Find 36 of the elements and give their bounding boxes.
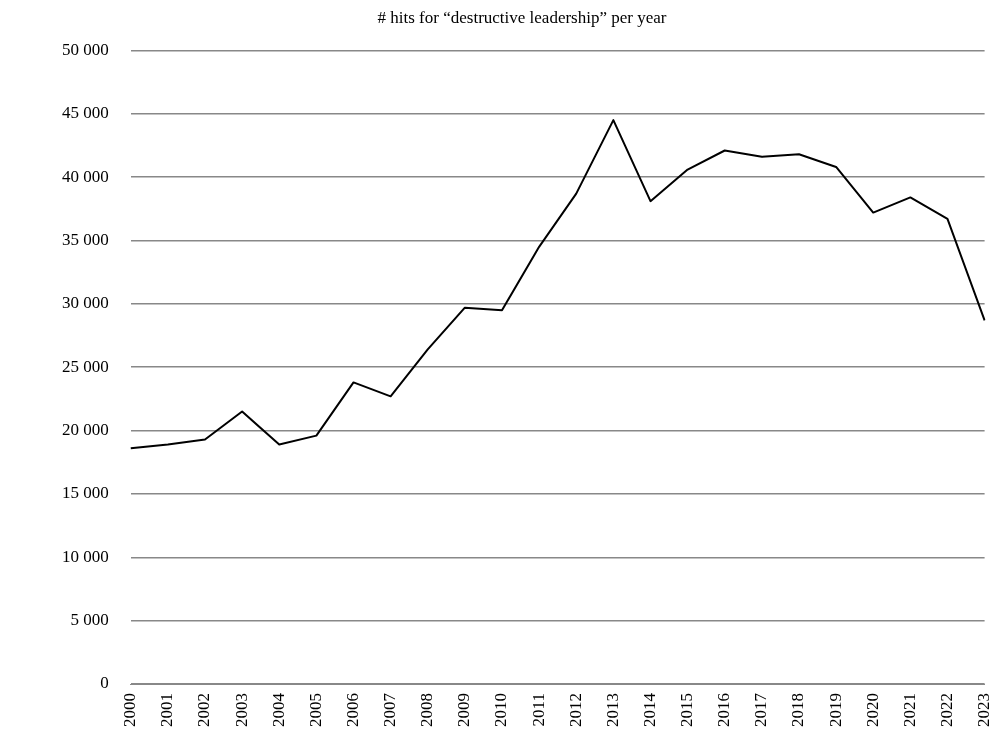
x-tick-label: 2017 xyxy=(751,692,771,727)
y-tick-label: 25 000 xyxy=(62,356,109,376)
x-tick-label: 2019 xyxy=(825,693,845,727)
y-tick-label: 35 000 xyxy=(62,229,109,249)
x-tick-label: 2015 xyxy=(677,693,697,727)
y-tick-label: 0 xyxy=(100,673,109,693)
y-tick-label: 10 000 xyxy=(62,546,109,566)
x-tick-label: 2002 xyxy=(194,693,214,727)
chart-title: # hits for “destructive leadership” per year xyxy=(377,7,667,27)
x-tick-label: 2001 xyxy=(157,693,177,727)
y-tick-label: 50 000 xyxy=(62,39,109,59)
x-tick-label: 2016 xyxy=(714,693,734,727)
y-tick-label: 30 000 xyxy=(62,293,109,313)
x-tick-label: 2014 xyxy=(639,692,659,727)
x-tick-label: 2022 xyxy=(936,693,956,727)
x-tick-label: 2021 xyxy=(899,693,919,727)
x-tick-label: 2012 xyxy=(565,693,585,727)
x-tick-label: 2023 xyxy=(974,693,994,727)
x-tick-label: 2020 xyxy=(862,693,882,727)
x-tick-label: 2013 xyxy=(602,693,622,727)
x-tick-label: 2007 xyxy=(380,692,400,727)
x-tick-label: 2009 xyxy=(454,693,474,727)
x-tick-label: 2003 xyxy=(231,693,251,727)
y-tick-label: 5 000 xyxy=(70,610,109,630)
x-tick-label: 2000 xyxy=(120,693,140,727)
x-tick-label: 2011 xyxy=(528,693,548,727)
x-tick-label: 2006 xyxy=(342,693,362,727)
x-tick-label: 2010 xyxy=(491,693,511,727)
y-tick-label: 20 000 xyxy=(62,420,109,440)
y-tick-label: 15 000 xyxy=(62,483,109,503)
y-tick-label: 45 000 xyxy=(62,103,109,123)
x-tick-label: 2008 xyxy=(417,693,437,727)
x-tick-label: 2005 xyxy=(305,693,325,727)
x-tick-label: 2018 xyxy=(788,693,808,727)
x-tick-label: 2004 xyxy=(268,692,288,727)
y-tick-label: 40 000 xyxy=(62,166,109,186)
